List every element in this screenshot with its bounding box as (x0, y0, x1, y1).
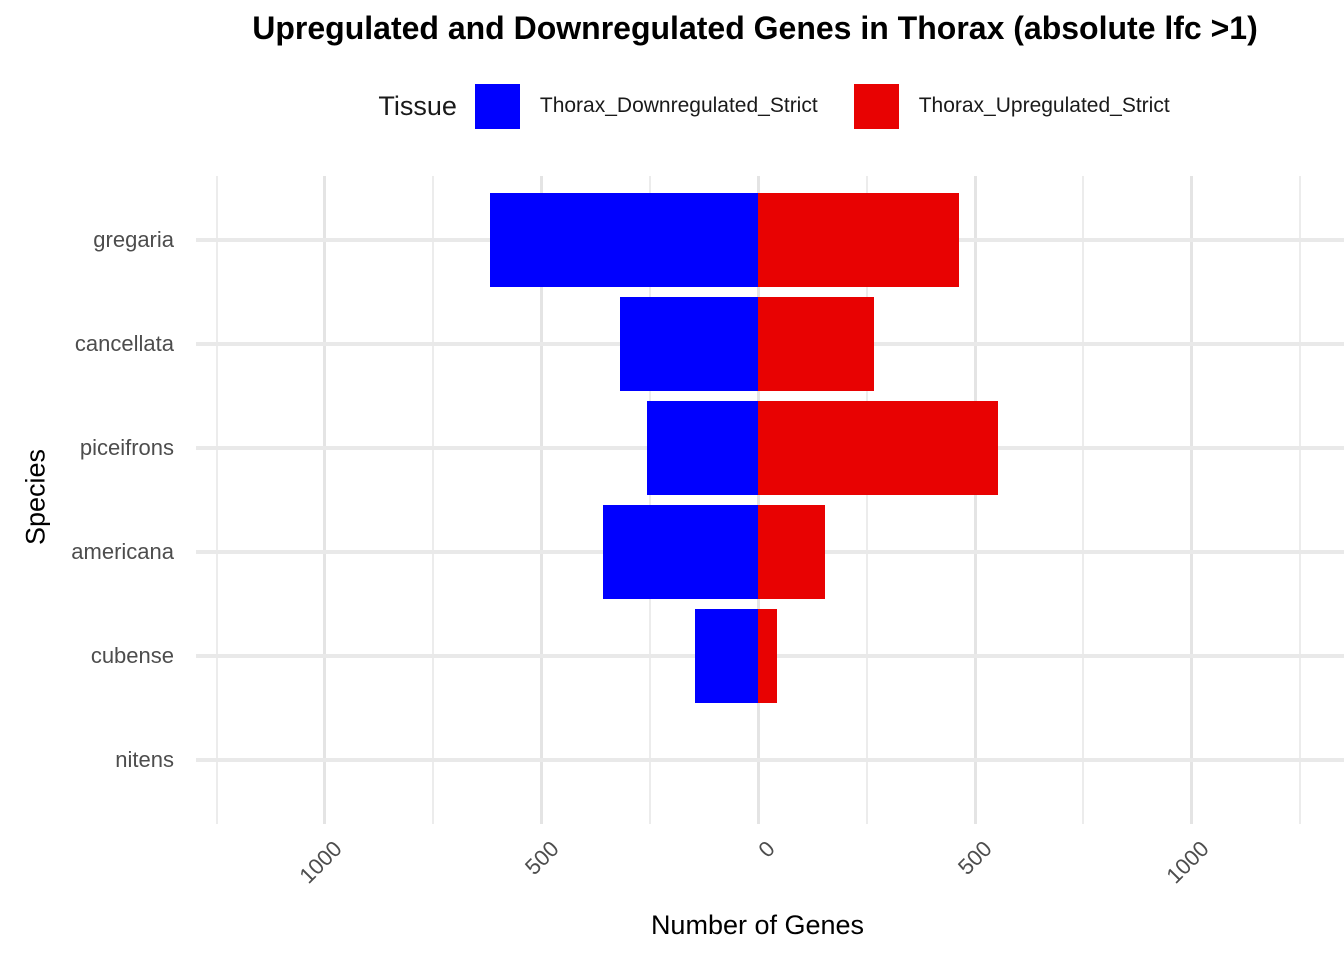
y-label-gregaria: gregaria (93, 227, 174, 252)
bar-piceifrons-downregulated (647, 401, 759, 495)
major-gridline (1190, 176, 1194, 824)
x-tick-label--500: 500 (519, 836, 564, 880)
minor-gridline (1082, 176, 1085, 824)
major-gridline (756, 176, 760, 824)
y-label-cancellata: cancellata (74, 331, 174, 356)
bar-cubense-upregulated (758, 609, 777, 703)
y-label-nitens: nitens (115, 747, 174, 772)
x-tick-label--1000: 1000 (294, 836, 347, 889)
major-gridline (323, 176, 327, 824)
legend: Tissue Thorax_Downregulated_Strict Thora… (204, 80, 1344, 132)
minor-gridline (432, 176, 435, 824)
bar-americana-downregulated (602, 505, 759, 599)
x-tick-label-1000: 1000 (1161, 836, 1214, 889)
x-tick-label-500: 500 (953, 836, 997, 880)
x-tick-label-0: 0 (753, 836, 780, 863)
bar-piceifrons-upregulated (758, 401, 998, 495)
category-gridline (196, 758, 1344, 762)
y-label-cubense: cubense (90, 643, 174, 668)
legend-swatch-downregulated (474, 83, 520, 129)
bar-cubense-downregulated (695, 609, 759, 703)
bar-cancellata-downregulated (620, 297, 759, 391)
bar-cancellata-upregulated (758, 297, 875, 391)
bar-gregaria-downregulated (490, 193, 759, 287)
y-label-piceifrons: piceifrons (79, 435, 174, 460)
minor-gridline (215, 176, 218, 824)
x-axis-title: Number of Genes (650, 910, 865, 940)
minor-gridline (865, 176, 868, 824)
minor-gridline (1299, 176, 1302, 824)
plot-panel (196, 176, 1344, 824)
legend-swatch-upregulated (853, 83, 899, 129)
bar-gregaria-upregulated (758, 193, 959, 287)
legend-label-upregulated: Thorax_Upregulated_Strict (918, 94, 1170, 117)
y-label-americana: americana (71, 539, 174, 564)
y-axis-title: Species (20, 448, 51, 546)
chart-title: Upregulated and Downregulated Genes in T… (252, 10, 1258, 46)
bar-americana-upregulated (758, 505, 826, 599)
major-gridline (540, 176, 544, 824)
legend-title: Tissue (378, 90, 457, 121)
legend-label-downregulated: Thorax_Downregulated_Strict (539, 94, 818, 117)
major-gridline (973, 176, 977, 824)
minor-gridline (648, 176, 651, 824)
